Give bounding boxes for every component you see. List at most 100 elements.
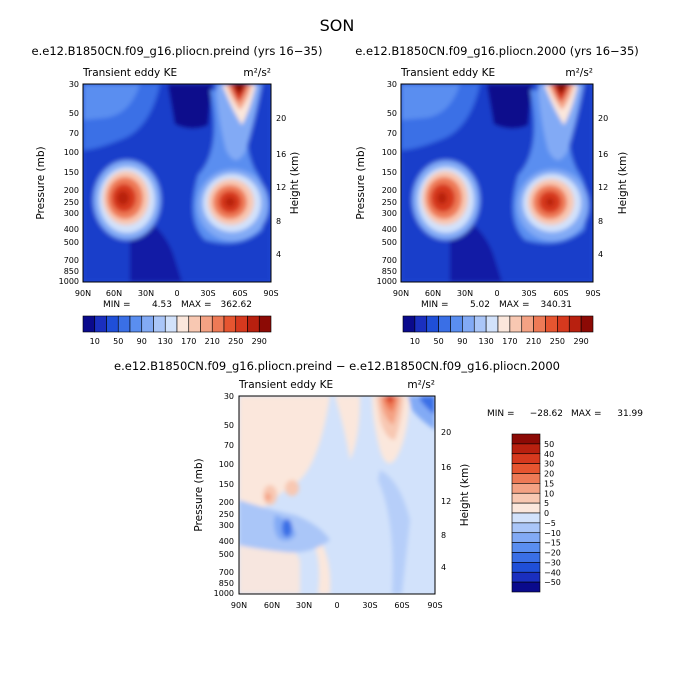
- x-tick-label: 0: [494, 289, 499, 298]
- y-tick-label: 850: [64, 267, 79, 276]
- colorbar-label: −30: [544, 558, 561, 567]
- y2-ticks: 20 16 12 8 4: [441, 428, 451, 572]
- y2-tick-label: 20: [598, 114, 608, 123]
- y2-tick-label: 20: [441, 428, 451, 437]
- y2-tick-label: 16: [441, 463, 451, 472]
- x-ticks: 90N 60N 30N 0 30S 60S 90S: [231, 601, 443, 610]
- colorbar-swatch: [426, 315, 439, 333]
- y-tick-label: 100: [382, 148, 397, 157]
- colorbar-swatch: [511, 433, 541, 445]
- variable-label: Transient eddy KE: [82, 67, 177, 79]
- y-tick-label: 200: [219, 498, 234, 507]
- colorbar-label: 170: [502, 337, 517, 346]
- colorbar-swatch: [94, 315, 107, 333]
- colorbar-swatch: [511, 581, 541, 593]
- colorbar-label: −15: [544, 539, 561, 548]
- x-tick-label: 60S: [232, 289, 247, 298]
- contour-field: [239, 396, 435, 594]
- x-tick-label: 90S: [585, 289, 600, 298]
- y2-tick-label: 8: [276, 217, 281, 226]
- min-value: 4.53: [152, 300, 172, 310]
- colorbar-swatch: [247, 315, 260, 333]
- x-tick-label: 90S: [427, 601, 442, 610]
- y-tick-label: 250: [382, 198, 397, 207]
- x-tick-label: 90S: [263, 289, 278, 298]
- colorbar-swatch: [200, 315, 213, 333]
- y-tick-label: 700: [382, 256, 397, 265]
- y-ticks: 30 50 70 100 150 200 250 300 400 500 700…: [59, 80, 79, 286]
- x-tick-label: 30N: [138, 289, 154, 298]
- x-tick-label: 90N: [393, 289, 409, 298]
- max-value: 31.99: [617, 409, 643, 419]
- panel-title: e.e12.B1850CN.f09_g16.pliocn.2000 (yrs 1…: [355, 44, 639, 58]
- colorbar-swatch: [223, 315, 237, 333]
- colorbar-swatch: [176, 315, 190, 333]
- y-tick-label: 70: [387, 129, 397, 138]
- max-label: MAX =: [571, 409, 602, 419]
- colorbar-swatch: [511, 512, 541, 524]
- y-axis-label: Pressure (mb): [355, 146, 367, 219]
- y-tick-label: 200: [382, 186, 397, 195]
- colorbar-label: 15: [544, 479, 554, 488]
- colorbar-swatch: [497, 315, 511, 333]
- colorbar-label: 50: [544, 440, 554, 449]
- figure-title: SON: [320, 16, 355, 35]
- colorbar-label: 50: [113, 337, 123, 346]
- y-tick-label: 30: [387, 80, 397, 89]
- x-tick-label: 90N: [231, 601, 247, 610]
- y-tick-label: 70: [224, 441, 234, 450]
- colorbar-swatch: [511, 562, 541, 573]
- min-label: MIN =: [103, 300, 131, 310]
- min-value: 5.02: [470, 300, 490, 310]
- colorbar-label: 90: [137, 337, 147, 346]
- y-tick-label: 400: [64, 225, 79, 234]
- y2-tick-label: 16: [598, 150, 608, 159]
- y-tick-label: 850: [382, 267, 397, 276]
- x-tick-label: 90N: [75, 289, 91, 298]
- colorbar-swatch: [511, 552, 541, 563]
- variable-label: Transient eddy KE: [400, 67, 495, 79]
- x-tick-label: 60N: [264, 601, 280, 610]
- x-tick-label: 30S: [362, 601, 377, 610]
- y-tick-label: 700: [64, 256, 79, 265]
- colorbar: 10 50 90 130 170 210 250 290: [402, 315, 594, 346]
- units-label: m²/s²: [243, 67, 271, 79]
- colorbar-swatch: [485, 315, 499, 333]
- colorbar-swatch: [414, 315, 428, 333]
- min-value: −28.62: [530, 409, 563, 419]
- y-tick-label: 100: [64, 148, 79, 157]
- colorbar-swatch: [511, 463, 541, 474]
- y-tick-label: 150: [64, 168, 79, 177]
- y2-tick-label: 8: [441, 531, 446, 540]
- x-tick-label: 0: [174, 289, 179, 298]
- colorbar-label: 130: [478, 337, 493, 346]
- y2-tick-label: 8: [598, 217, 603, 226]
- y2-axis-label: Height (km): [617, 152, 629, 215]
- colorbar-swatch: [141, 315, 154, 333]
- colorbar-label: 130: [158, 337, 173, 346]
- colorbar-swatch: [580, 315, 594, 333]
- panel-difference: e.e12.B1850CN.f09_g16.pliocn.preind − e.…: [114, 359, 643, 610]
- colorbar-swatch: [211, 315, 225, 333]
- colorbar-swatch: [511, 473, 541, 484]
- x-ticks: 90N 60N 30N 0 30S 60S 90S: [75, 289, 279, 298]
- y-tick-label: 30: [224, 392, 234, 401]
- colorbar-swatch: [533, 315, 546, 333]
- y2-ticks: 20 16 12 8 4: [276, 114, 286, 259]
- y-tick-label: 150: [219, 480, 234, 489]
- max-value: 362.62: [221, 300, 253, 310]
- colorbar-label: 0: [544, 509, 549, 518]
- y-tick-label: 150: [382, 168, 397, 177]
- colorbar-swatch: [438, 315, 451, 333]
- y-tick-label: 1000: [59, 277, 79, 286]
- y-tick-label: 500: [64, 238, 79, 247]
- x-tick-label: 60N: [425, 289, 441, 298]
- panel-preind: e.e12.B1850CN.f09_g16.pliocn.preind (yrs…: [32, 44, 323, 346]
- y-tick-label: 400: [382, 225, 397, 234]
- colorbar-label: 90: [457, 337, 467, 346]
- panel-title: e.e12.B1850CN.f09_g16.pliocn.preind (yrs…: [32, 44, 323, 58]
- colorbar-swatch: [164, 315, 178, 333]
- y2-tick-label: 12: [276, 183, 286, 192]
